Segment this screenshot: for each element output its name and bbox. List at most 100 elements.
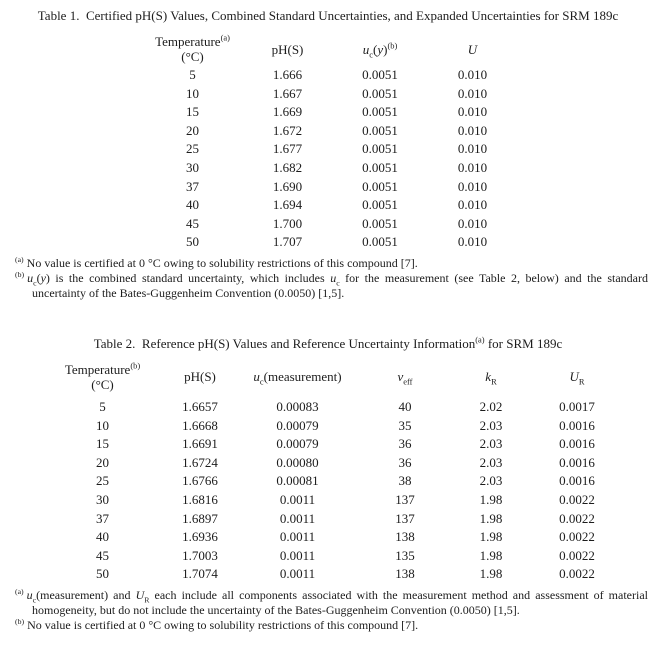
table-cell: 1.6766 [182,473,218,489]
table1-footnote-b: (b) uc(y) is the combined standard uncert… [8,271,648,301]
table-cell: 0.0017 [559,398,595,414]
table-cell: 0.010 [457,104,488,120]
table-cell: 0.0011 [279,566,316,582]
table-cell: 40 [186,197,199,213]
table-cell: 0.0051 [362,85,398,101]
table1-header-temperature: Temperature(a) (°C) [140,32,245,64]
table-cell: 1.667 [272,85,303,101]
table-cell: 30 [96,491,109,507]
table-cell: 0.00083 [276,398,319,414]
table-cell: 0.010 [457,197,488,213]
table-cell: 10 [96,417,109,433]
table-cell: 1.98 [479,491,503,507]
table-cell: 50 [96,566,109,582]
table-cell: 138 [395,566,415,582]
table-cell: 0.0011 [279,510,316,526]
table-cell: 0.0011 [279,491,316,507]
table-cell: 0.00080 [276,454,319,470]
table-cell: 0.0022 [559,529,595,545]
table2-header-temperature-label: Temperature(b) [64,360,141,377]
table-cell: 0.0022 [559,491,595,507]
table-cell: 5 [99,398,106,414]
table1-header-row: Temperature(a) (°C) pH(S) uc(y)(b) U [140,32,515,64]
footnote-text: No value is certified at 0 °C owing to s… [27,617,419,632]
table2-footnote-a: (a) uc(measurement) and UR each include a… [8,586,648,618]
table-cell: 1.98 [479,566,503,582]
table-cell: 0.010 [457,67,488,82]
footnote-text: uc(y) is the combined standard uncertain… [27,270,648,300]
table2-header-kr: kR [485,369,497,388]
table-cell: 1.6936 [182,529,218,545]
table-cell: 0.0051 [362,67,398,82]
table-cell: 1.669 [272,104,303,120]
table-cell: 1.6657 [182,398,218,414]
table2-header-veff: veff [397,369,413,388]
table-cell: 15 [96,436,109,452]
table-cell: 40 [398,398,412,414]
table-cell: 0.0011 [279,547,316,563]
table-cell: 40 [96,529,109,545]
table1-footnote-a: (a) No value is certified at 0 °C owing t… [8,256,648,271]
table-cell: 1.6897 [182,510,218,526]
table1-header-expanded-u: U [467,41,478,57]
table1-header-uc: uc(y)(b) [362,40,398,60]
table-cell: 36 [398,454,412,470]
table-cell: 1.672 [272,122,303,138]
table-cell: 0.0051 [362,178,398,194]
table1-title: Table 1. Certified pH(S) Values, Combine… [37,8,619,23]
table1-header-ph: pH(S) [271,41,304,57]
table-cell: 2.03 [479,436,503,452]
table-cell: 2.02 [479,398,503,414]
table1-header-temperature-unit: (°C) [181,49,204,64]
table-cell: 0.00081 [276,473,319,489]
table-cell: 1.694 [272,197,303,213]
table-cell: 0.0051 [362,234,398,250]
table-cell: 36 [398,436,412,452]
table1-header-temperature-label: Temperature(a) [155,32,230,49]
table-cell: 45 [186,215,199,231]
footnote-marker: (a) [15,254,24,264]
table-cell: 20 [186,122,199,138]
table2-footnote-b: (b) No value is certified at 0 °C owing t… [8,617,648,633]
table-cell: 0.0051 [362,197,398,213]
table-cell: 0.0016 [559,473,595,489]
table-cell: 1.700 [272,215,303,231]
table-cell: 137 [395,491,415,507]
table-cell: 1.690 [272,178,303,194]
footnote-marker: (a) [15,586,24,596]
footnote-marker: (b) [15,269,25,279]
table1-section: Table 1. Certified pH(S) Values, Combine… [0,8,656,301]
table-cell: 1.98 [479,510,503,526]
table-cell: 1.707 [272,234,303,250]
table-cell: 30 [186,159,199,175]
table-cell: 50 [186,234,199,250]
table-cell: 135 [395,547,415,563]
footnote-text: No value is certified at 0 °C owing to s… [26,255,418,270]
table-cell: 45 [96,547,109,563]
table-cell: 0.0022 [559,547,595,563]
table1-footnotes: (a) No value is certified at 0 °C owing t… [8,256,648,301]
table1-body: 5 1.666 0.0051 0.010 10 1.667 0.0051 0.010 15 1.6… [140,66,515,252]
table-cell: 25 [186,141,199,157]
table-cell: 38 [398,473,412,489]
table-cell: 0.0022 [559,510,595,526]
table-cell: 0.0051 [362,104,398,120]
table-cell: 2.03 [479,454,503,470]
table-cell: 1.682 [272,159,303,175]
table-cell: 0.0051 [362,215,398,231]
table2-section: Table 2. Reference pH(S) Values and Refe… [0,335,656,633]
table-cell: 0.010 [457,122,488,138]
table-cell: 138 [395,529,415,545]
table-cell: 15 [186,104,199,120]
table-cell: 20 [96,454,109,470]
table2-body: 5 1.6657 0.00083 40 2.02 0.0017 10 1.6668 0.0007… [55,398,637,584]
table-cell: 0.0011 [279,529,316,545]
table-cell: 0.0022 [559,566,595,582]
table-cell: 0.010 [457,234,488,250]
table-cell: 1.98 [479,529,503,545]
table2-header-temperature: Temperature(b) (°C) [55,360,150,392]
table2-header-row: Temperature(b) (°C) pH(S) uc(measurement… [55,360,637,392]
table2-header-ur: UR [569,369,585,388]
table-cell: 2.03 [479,473,503,489]
